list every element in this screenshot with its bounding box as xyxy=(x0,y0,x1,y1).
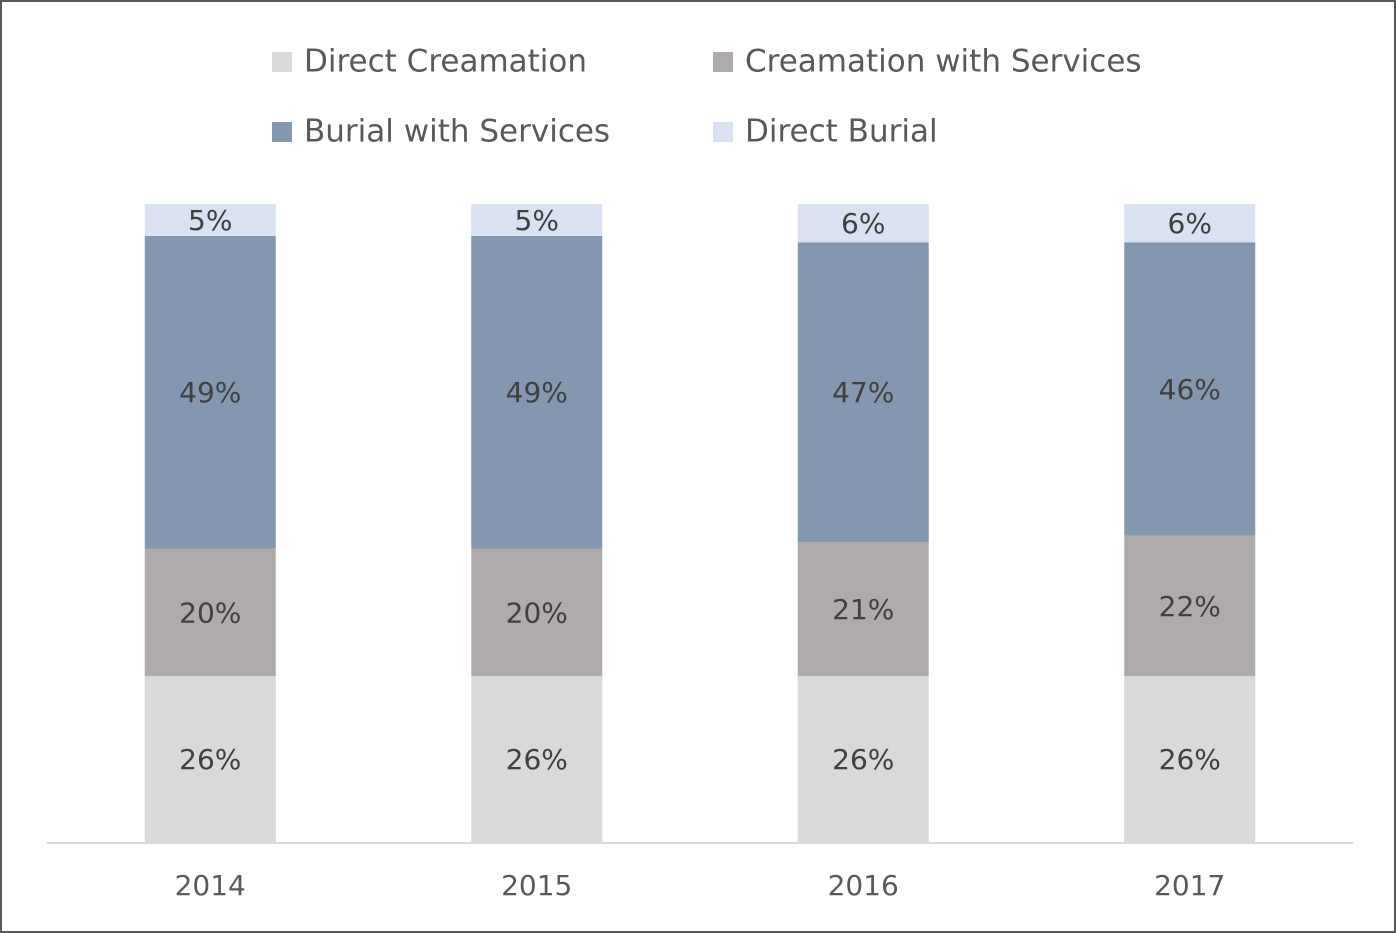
data-label: 20% xyxy=(506,596,568,629)
data-label: 49% xyxy=(179,376,241,409)
bar-segment xyxy=(1124,242,1256,536)
data-label: 6% xyxy=(1168,207,1212,240)
legend-swatch xyxy=(713,52,733,72)
data-label: 22% xyxy=(1159,590,1221,623)
data-label: 6% xyxy=(841,207,885,240)
data-label: 20% xyxy=(179,596,241,629)
bar-segment xyxy=(1124,535,1256,677)
legend-swatch xyxy=(713,122,733,142)
bar-segment xyxy=(797,242,929,543)
data-label: 26% xyxy=(1159,743,1221,776)
data-label: 26% xyxy=(832,743,894,776)
bar-segment xyxy=(797,676,929,842)
legend-swatch xyxy=(272,122,292,142)
data-label: 49% xyxy=(506,376,568,409)
data-label: 21% xyxy=(832,593,894,626)
bar-segment xyxy=(144,235,276,549)
bar-segment xyxy=(144,204,276,236)
x-tick-label: 2017 xyxy=(1154,869,1225,902)
legend-label: Burial with Services xyxy=(304,114,610,150)
bar-segment xyxy=(471,676,603,842)
legend-label: Direct Creamation xyxy=(304,44,587,80)
data-label: 26% xyxy=(506,743,568,776)
bar-segment xyxy=(1124,204,1256,243)
x-tick-label: 2015 xyxy=(501,869,572,902)
bar-segment xyxy=(471,235,603,549)
bar-segment xyxy=(471,204,603,236)
x-tick-label: 2016 xyxy=(828,869,899,902)
legend-label: Direct Burial xyxy=(745,114,938,150)
data-label: 26% xyxy=(179,743,241,776)
data-label: 5% xyxy=(188,204,232,237)
data-label: 46% xyxy=(1159,373,1221,406)
bar-segment xyxy=(1124,676,1256,842)
bar-segment xyxy=(797,204,929,243)
data-label: 47% xyxy=(832,376,894,409)
legend-label: Creamation with Services xyxy=(745,44,1142,80)
data-label: 5% xyxy=(515,204,559,237)
x-tick-label: 2014 xyxy=(175,869,246,902)
bar-segment xyxy=(797,542,929,677)
bar-segment xyxy=(471,548,603,677)
bar-segment xyxy=(144,676,276,842)
legend-swatch xyxy=(272,52,292,72)
bar-segment xyxy=(144,548,276,677)
